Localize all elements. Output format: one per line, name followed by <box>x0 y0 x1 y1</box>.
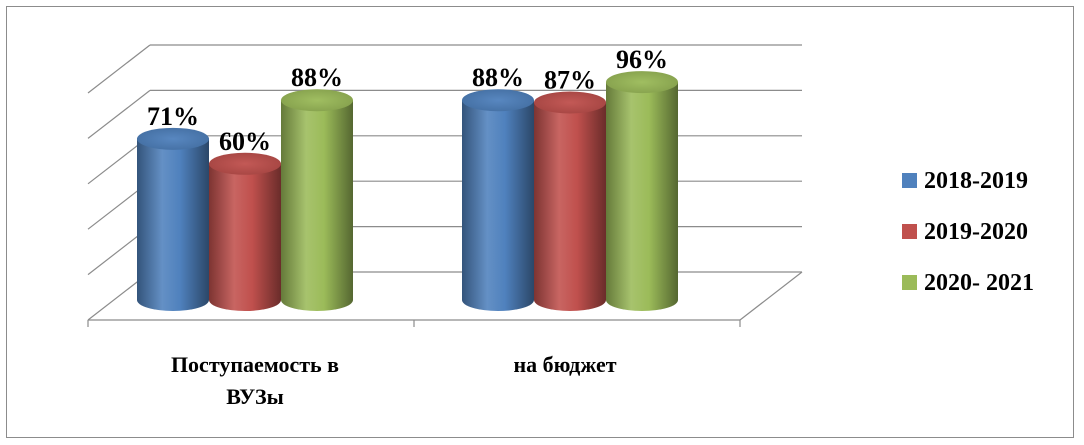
gridline-side <box>87 89 151 139</box>
legend-label: 2019-2020 <box>924 219 1028 245</box>
category-label: Поступаемость в <box>171 352 339 377</box>
chart-frame <box>6 6 1074 438</box>
bar-2019-2020-1 <box>209 163 281 311</box>
legend: 2018-2019 2019-2020 2020- 2021 <box>902 168 1034 296</box>
bar-2018-2019-1 <box>137 138 209 311</box>
data-label: 87% <box>544 66 596 95</box>
gridline-side <box>87 44 151 94</box>
bar-2019-2020-2 <box>534 102 606 311</box>
floor-edge <box>739 271 803 321</box>
data-label: 60% <box>219 127 271 156</box>
legend-label: 2020- 2021 <box>924 270 1034 296</box>
bar-top <box>462 89 534 112</box>
legend-swatch <box>902 224 917 239</box>
data-label: 88% <box>472 63 524 92</box>
legend-label: 2018-2019 <box>924 168 1028 194</box>
data-label: 96% <box>616 45 668 74</box>
category-labels: Поступаемость в ВУЗы на бюджет <box>171 352 617 409</box>
bar-top <box>534 91 606 114</box>
category-label: на бюджет <box>513 352 616 377</box>
data-label: 88% <box>291 63 343 92</box>
legend-swatch <box>902 275 917 290</box>
legend-swatch <box>902 173 917 188</box>
bar-top <box>281 89 353 112</box>
bar-2018-2019-2 <box>462 100 534 312</box>
bars <box>137 71 678 312</box>
category-label: ВУЗы <box>226 384 284 409</box>
bar-2020- 2021-1 <box>281 100 353 311</box>
data-label: 71% <box>147 102 199 131</box>
bar-2020- 2021-2 <box>606 82 678 311</box>
data-labels: 71% 60% 88% 88% 87% 96% <box>147 45 668 156</box>
x-axis <box>87 319 741 327</box>
bar-top <box>606 71 678 94</box>
bar-top <box>209 152 281 175</box>
bar-top <box>137 127 209 150</box>
